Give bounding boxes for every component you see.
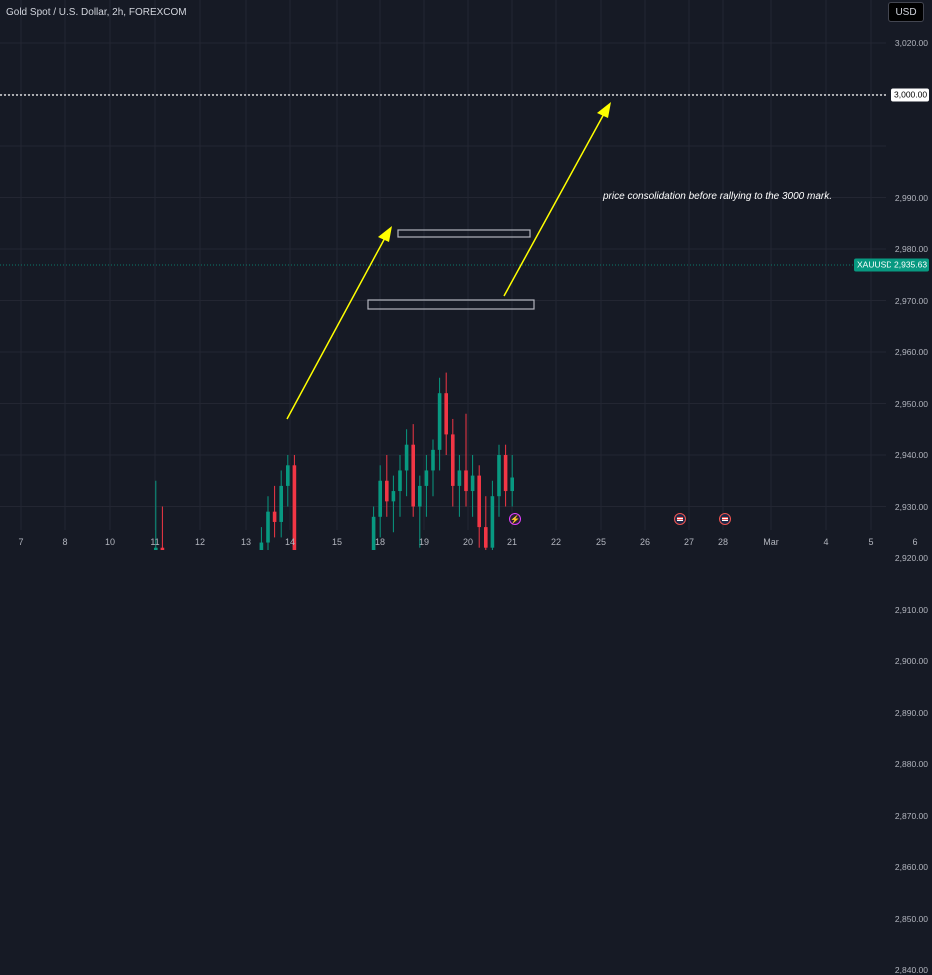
price-axis-label: 2,860.00 (894, 862, 928, 872)
time-axis-label: 5 (868, 537, 874, 547)
time-axis-label: 15 (331, 537, 343, 547)
price-axis-label: 2,920.00 (894, 553, 928, 563)
price-chart[interactable] (0, 0, 932, 550)
annotation-text[interactable]: price consolidation before rallying to t… (603, 191, 833, 202)
time-axis-label: 10 (104, 537, 116, 547)
candle-down (484, 527, 488, 548)
candle-down (451, 434, 455, 486)
time-axis-label: 25 (595, 537, 607, 547)
candlestick-series (154, 372, 514, 550)
time-axis-label: 27 (683, 537, 695, 547)
price-axis-label: 3,020.00 (894, 38, 928, 48)
resistance-box[interactable] (397, 229, 531, 238)
time-axis-label: 14 (284, 537, 296, 547)
price-axis-label: 2,990.00 (894, 192, 928, 203)
chart-drawings (0, 94, 886, 420)
candle-up (286, 465, 290, 486)
time-axis-label: 19 (418, 537, 430, 547)
support-box[interactable] (367, 299, 535, 310)
price-axis-label: 2,910.00 (894, 604, 928, 615)
us-flag-icon[interactable] (719, 513, 731, 525)
candle-up (391, 491, 396, 502)
time-axis-label: 28 (717, 537, 729, 547)
candle-down (503, 455, 508, 492)
price-axis-label: 2,940.00 (894, 450, 928, 460)
target-arrow-line[interactable] (503, 111, 606, 297)
rally-arrow-line[interactable] (286, 235, 387, 420)
price-axis-label: 2,880.00 (894, 759, 928, 769)
candle-down (444, 393, 448, 435)
us-flag-icon[interactable] (674, 513, 686, 525)
candle-up (418, 485, 422, 507)
candle-up (497, 455, 501, 497)
candle-down (411, 444, 415, 507)
candle-up (470, 475, 475, 492)
time-axis-label: 11 (150, 537, 160, 547)
candle-up (259, 542, 264, 550)
time-axis-label: 26 (639, 537, 651, 547)
candle-up (378, 480, 382, 517)
target-price-tag: 3,000.00 (891, 88, 929, 102)
candle-up (279, 485, 283, 522)
time-axis-label: 20 (462, 537, 474, 547)
candle-down (272, 511, 277, 522)
time-axis-label: 6 (912, 537, 918, 547)
time-axis-label: 7 (18, 537, 24, 547)
price-axis-label: 2,870.00 (894, 810, 928, 821)
price-axis-label: 2,890.00 (894, 707, 928, 718)
symbol-tag: XAUUSD (854, 258, 896, 272)
candle-up (437, 393, 442, 450)
time-axis-label: 22 (550, 537, 562, 547)
time-axis-label: Mar (763, 537, 779, 547)
price-axis-label: 2,950.00 (894, 398, 928, 409)
candle-up (457, 470, 462, 486)
candle-down (385, 480, 389, 502)
price-axis-label: 2,840.00 (894, 965, 928, 975)
price-axis-label: 2,970.00 (894, 295, 928, 306)
candle-up (154, 547, 158, 550)
time-axis-label: 4 (823, 537, 829, 547)
candle-down (292, 465, 297, 550)
price-axis-label: 2,850.00 (894, 913, 928, 924)
price-axis-label: 2,960.00 (894, 347, 928, 357)
price-axis-label: 2,980.00 (894, 244, 928, 254)
time-axis-label: 8 (62, 537, 68, 547)
chart-title: Gold Spot / U.S. Dollar, 2h, FOREXCOM (6, 7, 187, 18)
time-axis-label: 18 (374, 537, 386, 547)
time-axis-label: 21 (506, 537, 518, 547)
target-arrow-head (597, 102, 611, 118)
candle-down (477, 475, 481, 528)
candle-up (490, 496, 495, 548)
candle-up (424, 470, 429, 486)
lightning-icon[interactable]: ⚡ (509, 513, 521, 525)
candle-up (404, 444, 409, 471)
grid-lines (0, 0, 886, 530)
time-axis-label: 13 (240, 537, 252, 547)
candle-up (431, 449, 435, 471)
candle-down (464, 470, 468, 492)
price-axis-label: 2,930.00 (894, 501, 928, 512)
currency-button[interactable]: USD (888, 2, 924, 22)
candle-up (398, 470, 402, 492)
last-price-tag: 2,935.63 (891, 258, 929, 272)
price-axis-label: 2,900.00 (894, 656, 928, 666)
time-axis-label: 12 (194, 537, 206, 547)
candle-down (160, 547, 165, 550)
rally-arrow-head (378, 226, 392, 242)
candle-up (371, 516, 376, 550)
candle-up (266, 511, 270, 543)
candle-up (510, 477, 514, 492)
